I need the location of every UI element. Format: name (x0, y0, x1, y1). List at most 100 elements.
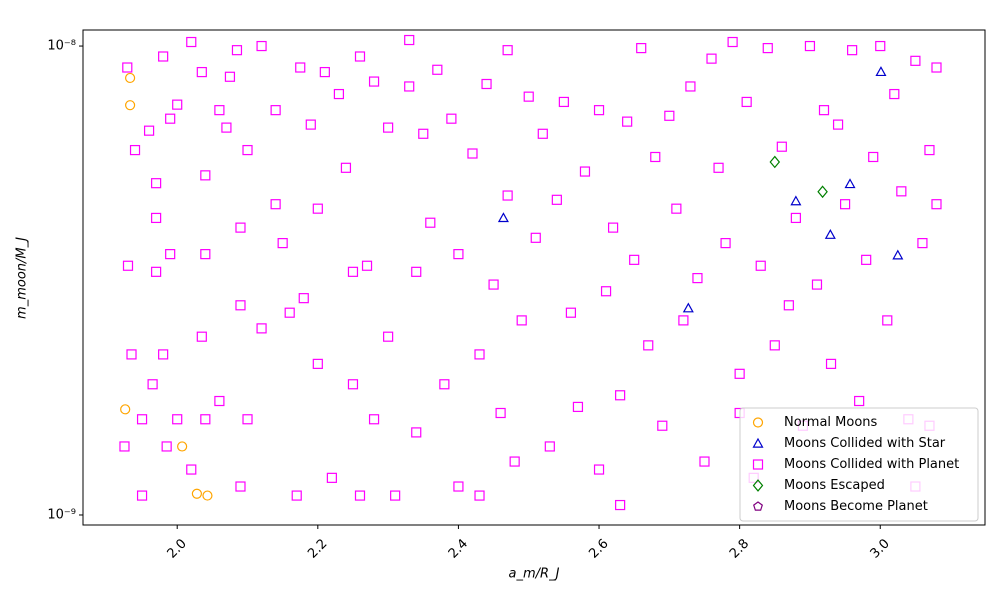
legend-marker (752, 479, 764, 492)
point (875, 66, 887, 77)
point (467, 148, 478, 159)
point (333, 88, 345, 100)
point (305, 119, 316, 130)
point (720, 238, 731, 249)
point (839, 199, 851, 210)
y-axis-label: m_moon/M_J (15, 237, 30, 319)
point (404, 81, 415, 92)
point (868, 151, 879, 163)
point (931, 199, 942, 210)
point (158, 51, 169, 62)
point (678, 315, 689, 326)
point (200, 414, 211, 425)
point (418, 128, 429, 139)
point (165, 249, 176, 260)
point (326, 472, 337, 483)
point (411, 427, 422, 438)
point (122, 260, 134, 271)
point (347, 266, 359, 277)
point (706, 53, 717, 64)
point (446, 113, 457, 124)
point (214, 395, 225, 407)
point (312, 203, 323, 214)
point (530, 232, 541, 243)
y-tick-label: 10⁻⁸ (47, 39, 76, 54)
point (497, 212, 509, 223)
point (551, 194, 562, 205)
point (692, 273, 703, 284)
point (727, 36, 738, 48)
legend-label: Moons Escaped (784, 478, 885, 493)
point (558, 96, 569, 108)
point (177, 441, 188, 452)
point (147, 379, 158, 390)
point (615, 499, 626, 511)
point (896, 186, 907, 197)
point (119, 441, 130, 452)
point (291, 490, 302, 501)
point (231, 45, 243, 56)
point (172, 99, 183, 110)
point (910, 55, 921, 66)
point (847, 45, 858, 56)
point (579, 166, 591, 177)
point (790, 195, 802, 206)
point (340, 162, 352, 173)
point (685, 81, 696, 92)
point (368, 76, 380, 87)
point (161, 441, 172, 452)
point (622, 116, 633, 127)
point (474, 490, 485, 501)
point (769, 155, 781, 169)
point (368, 414, 380, 425)
legend-marker (752, 417, 764, 428)
point (151, 178, 162, 189)
point (600, 286, 612, 297)
point (319, 66, 330, 78)
point (256, 323, 267, 334)
point (298, 293, 309, 304)
point (783, 300, 794, 311)
legend-label: Moons Collided with Planet (784, 457, 959, 472)
point (277, 238, 288, 249)
point (495, 407, 506, 419)
point (191, 488, 202, 499)
legend-box (739, 407, 979, 522)
point (242, 144, 253, 156)
point (825, 358, 837, 369)
point (186, 36, 197, 48)
point (136, 414, 148, 425)
point (439, 379, 450, 390)
point (172, 414, 183, 425)
point (221, 122, 232, 133)
point (126, 349, 137, 360)
point (664, 110, 675, 121)
point (776, 141, 787, 152)
x-tick-label: 2.4 (446, 536, 471, 561)
x-axis-label: a_m/R_J (509, 567, 560, 582)
point (270, 199, 281, 210)
point (657, 420, 668, 431)
legend-label: Normal Moons (784, 415, 878, 430)
x-tick-label: 2.8 (727, 536, 752, 561)
point (502, 45, 513, 56)
point (122, 62, 133, 73)
legend-marker (752, 437, 764, 448)
x-tick-label: 2.2 (305, 536, 330, 561)
point (404, 34, 415, 46)
point (383, 122, 394, 133)
point (682, 302, 694, 313)
point (453, 481, 464, 492)
point (509, 456, 520, 467)
point (214, 105, 225, 116)
point (824, 228, 836, 239)
point (572, 401, 584, 413)
point (196, 66, 207, 78)
point (129, 144, 141, 156)
x-tick-label: 2.6 (586, 536, 611, 561)
point (312, 358, 323, 369)
point (125, 72, 136, 84)
point (537, 128, 548, 139)
point (699, 456, 710, 467)
